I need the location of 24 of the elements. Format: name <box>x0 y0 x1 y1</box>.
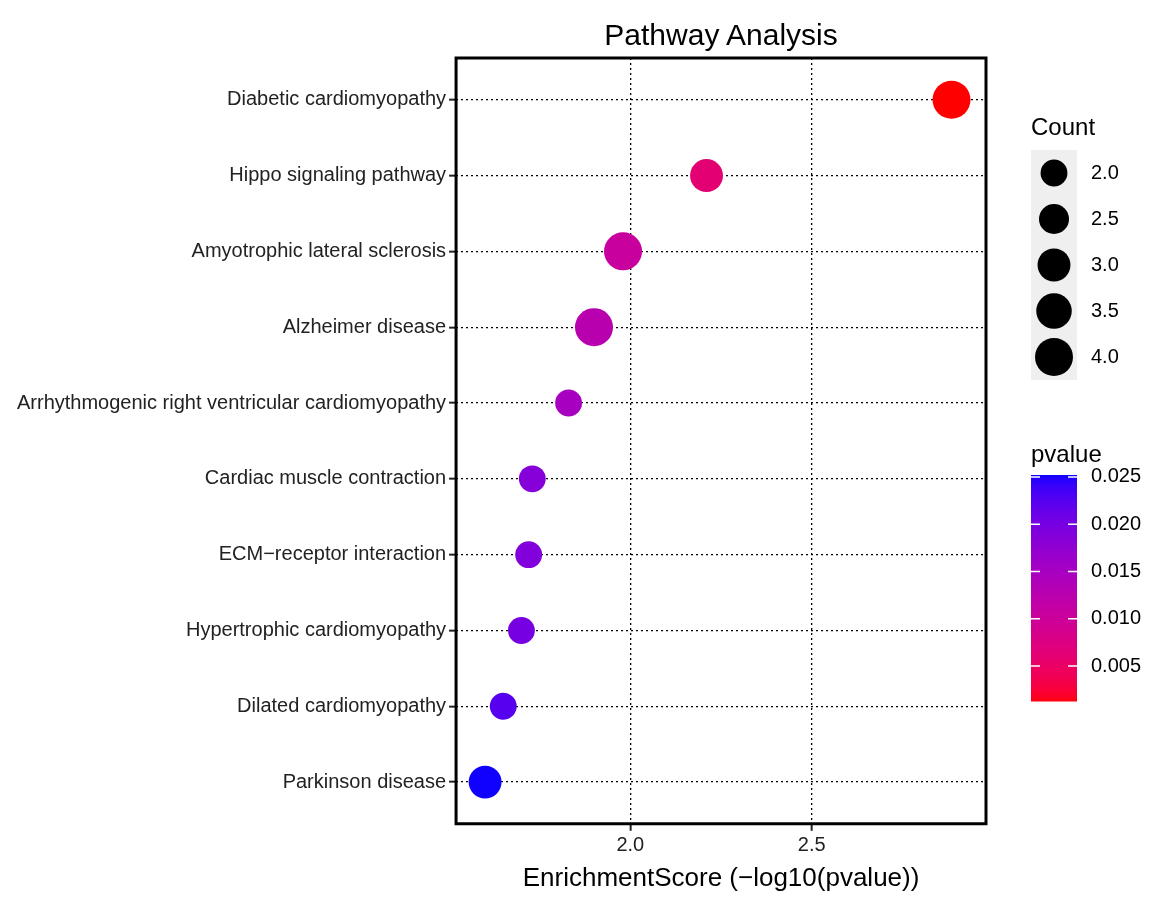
x-axis-title: EnrichmentScore (−log10(pvalue)) <box>522 861 920 892</box>
legend-label: 3.0 <box>1091 252 1119 275</box>
y-tick-label: Diabetic cardiomyopathy <box>227 87 447 110</box>
y-tick-label: Parkinson disease <box>282 769 447 792</box>
legend-label: 2.0 <box>1091 160 1119 183</box>
y-tick-label: Hypertrophic cardiomyopathy <box>185 617 447 640</box>
y-tick-label: Alzheimer disease <box>282 314 447 337</box>
y-tick-label: Amyotrophic lateral sclerosis <box>191 238 447 261</box>
color-bar-label: 0.020 <box>1091 511 1142 534</box>
chart-title: Pathway Analysis <box>604 18 838 52</box>
color-bar-title: pvalue <box>1031 439 1102 467</box>
legend-label: 4.0 <box>1091 344 1119 367</box>
y-tick-label: Hippo signaling pathway <box>229 163 447 186</box>
color-bar-label: 0.010 <box>1091 606 1142 629</box>
y-tick-label: Arrhythmogenic right ventricular cardiomyopathy <box>16 390 447 413</box>
color-bar-label: 0.015 <box>1091 558 1142 581</box>
y-tick-label: Dilated cardiomyopathy <box>237 693 447 716</box>
legend-label: 3.5 <box>1091 298 1119 321</box>
color-bar-label: 0.025 <box>1091 464 1142 487</box>
color-bar-label: 0.005 <box>1091 653 1142 676</box>
y-tick-label: Cardiac muscle contraction <box>204 466 447 489</box>
legend-label: 2.5 <box>1091 206 1119 229</box>
legend-title: Count <box>1031 112 1096 140</box>
y-tick-label: ECM−receptor interaction <box>218 542 447 565</box>
